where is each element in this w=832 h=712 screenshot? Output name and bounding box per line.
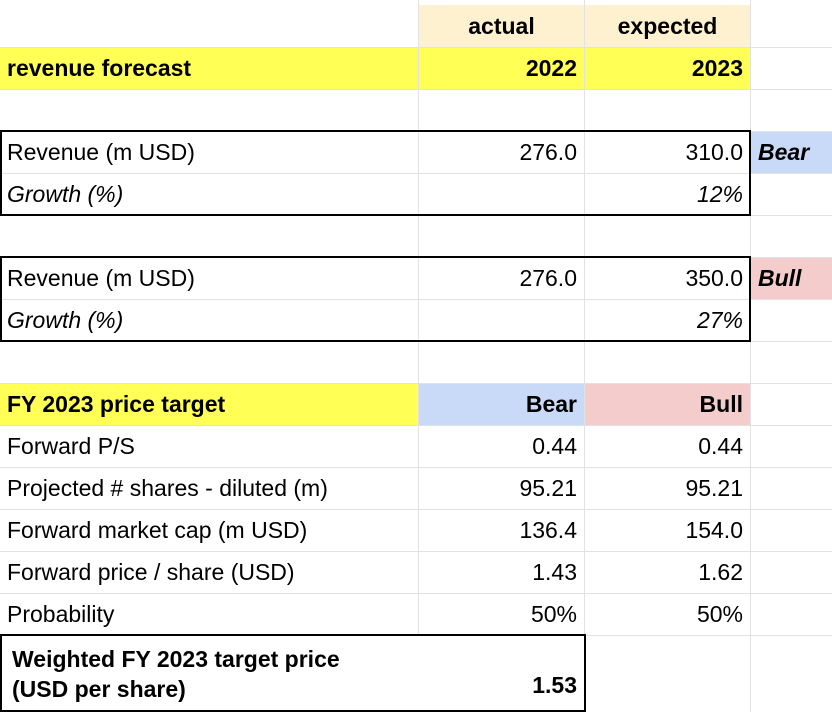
bear-growth-label-cell[interactable]: Growth (%) bbox=[0, 174, 418, 215]
forward-ps-label: Forward P/S bbox=[7, 433, 135, 459]
bull-tag-cell[interactable]: Bull bbox=[751, 258, 832, 299]
projected-shares-bear-cell[interactable]: 95.21 bbox=[419, 468, 584, 509]
forward-price-label: Forward price / share (USD) bbox=[7, 559, 295, 585]
forward-market-cap-bear: 136.4 bbox=[519, 517, 577, 543]
probability-bear-cell[interactable]: 50% bbox=[419, 594, 584, 635]
bear-tag-cell[interactable]: Bear bbox=[751, 132, 832, 173]
weighted-target-label-line1: Weighted FY 2023 target price bbox=[12, 646, 340, 672]
year-expected-label: 2023 bbox=[691, 55, 743, 81]
bear-revenue-label-cell[interactable]: Revenue (m USD) bbox=[0, 132, 418, 173]
bear-revenue-2023-cell[interactable]: 310.0 bbox=[585, 132, 750, 173]
forward-market-cap-bull-cell[interactable]: 154.0 bbox=[585, 510, 750, 551]
forward-price-label-cell[interactable]: Forward price / share (USD) bbox=[0, 552, 418, 593]
bull-growth-2023-cell[interactable]: 27% bbox=[585, 300, 750, 341]
price-target-title: FY 2023 price target bbox=[7, 391, 226, 417]
bull-growth-label-cell[interactable]: Growth (%) bbox=[0, 300, 418, 341]
bear-revenue-label: Revenue (m USD) bbox=[7, 139, 195, 165]
probability-label: Probability bbox=[7, 601, 115, 627]
weighted-target-label: Weighted FY 2023 target price (USD per s… bbox=[12, 644, 340, 704]
actual-header-cell[interactable]: actual bbox=[419, 5, 584, 47]
forward-market-cap-label: Forward market cap (m USD) bbox=[7, 517, 308, 543]
bear-column-header: Bear bbox=[525, 391, 577, 417]
expected-header-label: expected bbox=[617, 12, 718, 39]
bull-revenue-2022: 276.0 bbox=[519, 265, 577, 291]
bull-revenue-2023: 350.0 bbox=[685, 265, 743, 291]
probability-bull-cell[interactable]: 50% bbox=[585, 594, 750, 635]
forward-price-bear: 1.43 bbox=[532, 559, 577, 585]
bear-growth-2023: 12% bbox=[696, 181, 743, 207]
bear-growth-2023-cell[interactable]: 12% bbox=[585, 174, 750, 215]
revenue-forecast-title-cell[interactable]: revenue forecast bbox=[0, 48, 418, 89]
bull-tag: Bull bbox=[758, 265, 802, 291]
projected-shares-bear: 95.21 bbox=[519, 475, 577, 501]
projected-shares-label-cell[interactable]: Projected # shares - diluted (m) bbox=[0, 468, 418, 509]
bull-revenue-label: Revenue (m USD) bbox=[7, 265, 195, 291]
forward-market-cap-bull: 154.0 bbox=[685, 517, 743, 543]
bear-revenue-2022-cell[interactable]: 276.0 bbox=[419, 132, 584, 173]
projected-shares-bull: 95.21 bbox=[685, 475, 743, 501]
revenue-forecast-title: revenue forecast bbox=[7, 55, 192, 81]
bull-column-header-cell[interactable]: Bull bbox=[585, 384, 750, 425]
year-expected-cell[interactable]: 2023 bbox=[585, 48, 750, 89]
bull-revenue-2022-cell[interactable]: 276.0 bbox=[419, 258, 584, 299]
forward-ps-bear: 0.44 bbox=[532, 433, 577, 459]
forward-ps-label-cell[interactable]: Forward P/S bbox=[0, 426, 418, 467]
probability-bull: 50% bbox=[696, 601, 743, 627]
forward-price-bull: 1.62 bbox=[698, 559, 743, 585]
bull-revenue-label-cell[interactable]: Revenue (m USD) bbox=[0, 258, 418, 299]
probability-label-cell[interactable]: Probability bbox=[0, 594, 418, 635]
weighted-target-value: 1.53 bbox=[532, 672, 577, 698]
projected-shares-label: Projected # shares - diluted (m) bbox=[7, 475, 328, 501]
bear-growth-label: Growth (%) bbox=[7, 181, 124, 207]
year-actual-cell[interactable]: 2022 bbox=[419, 48, 584, 89]
forward-market-cap-label-cell[interactable]: Forward market cap (m USD) bbox=[0, 510, 418, 551]
forward-ps-bear-cell[interactable]: 0.44 bbox=[419, 426, 584, 467]
probability-bear: 50% bbox=[530, 601, 577, 627]
projected-shares-bull-cell[interactable]: 95.21 bbox=[585, 468, 750, 509]
weighted-target-box[interactable]: Weighted FY 2023 target price (USD per s… bbox=[0, 634, 586, 712]
bear-tag: Bear bbox=[758, 139, 810, 165]
forward-ps-bull: 0.44 bbox=[698, 433, 743, 459]
bull-column-header: Bull bbox=[699, 391, 743, 417]
forward-ps-bull-cell[interactable]: 0.44 bbox=[585, 426, 750, 467]
forward-price-bear-cell[interactable]: 1.43 bbox=[419, 552, 584, 593]
year-actual-label: 2022 bbox=[525, 55, 577, 81]
forward-market-cap-bear-cell[interactable]: 136.4 bbox=[419, 510, 584, 551]
actual-header-label: actual bbox=[468, 12, 535, 39]
price-target-title-cell[interactable]: FY 2023 price target bbox=[0, 384, 418, 425]
bear-revenue-2023: 310.0 bbox=[685, 139, 743, 165]
bear-revenue-2022: 276.0 bbox=[519, 139, 577, 165]
bull-growth-label: Growth (%) bbox=[7, 307, 124, 333]
expected-header-cell[interactable]: expected bbox=[585, 5, 750, 47]
bull-revenue-2023-cell[interactable]: 350.0 bbox=[585, 258, 750, 299]
weighted-target-label-line2: (USD per share) bbox=[12, 676, 186, 702]
bull-growth-2023: 27% bbox=[696, 307, 743, 333]
bear-column-header-cell[interactable]: Bear bbox=[419, 384, 584, 425]
forward-price-bull-cell[interactable]: 1.62 bbox=[585, 552, 750, 593]
